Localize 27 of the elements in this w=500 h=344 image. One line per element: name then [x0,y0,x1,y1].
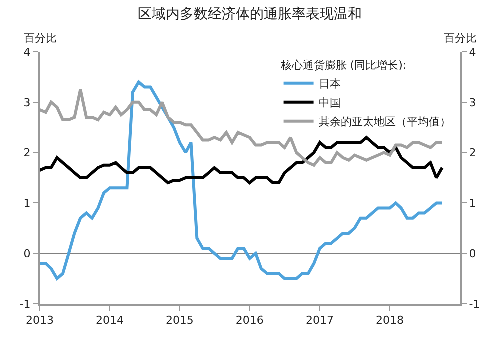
y2-tick-label: 3 [469,96,476,110]
y-tick-label: 0 [24,247,31,260]
y-axis-title: 百分比 [24,32,57,45]
y-tick-label: 4 [24,46,31,59]
x-tick-label: 2015 [166,314,194,328]
line-series [40,80,444,280]
legend-label: 日本 [318,78,341,91]
y2-tick-label: 4 [469,46,476,59]
y2-tick-label: 0 [469,247,476,260]
legend-label: 其余的亚太地区（平均值） [318,116,451,129]
line-series [40,136,444,185]
y2-axis-title: 百分比 [444,32,477,45]
y-tick-label: -1 [20,298,31,311]
x-tick-label: 2014 [96,314,124,328]
y-tick-label: 2 [24,146,31,160]
y-tick-label: 1 [24,197,31,210]
x-tick-label: 2013 [26,314,54,328]
x-tick-label: 2017 [306,314,334,328]
y-tick-label: 3 [24,96,31,110]
x-tick-label: 2018 [376,314,404,328]
y2-tick-label: 1 [469,197,476,210]
legend-label: 中国 [318,96,341,110]
legend-title: 核心通货膨胀 (同比增长): [280,58,407,72]
chart-title: 区域内多数经济体的通胀率表现温和 [138,6,362,22]
x-tick-label: 2016 [236,314,264,328]
y2-tick-label: -1 [469,298,480,311]
y2-tick-label: 2 [469,146,476,160]
